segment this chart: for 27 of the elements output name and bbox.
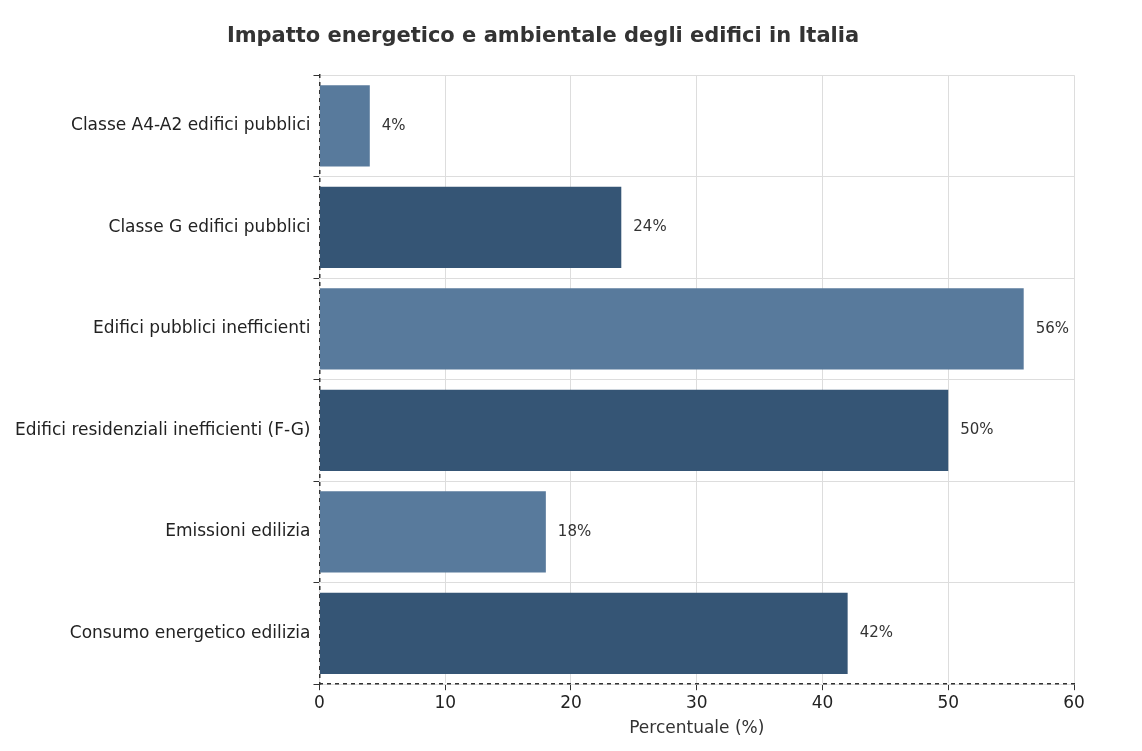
data-label: 56% xyxy=(1035,318,1070,337)
data-label: 42% xyxy=(859,623,893,642)
bar xyxy=(319,389,949,472)
y-tick-label: Edifici residenziali inefficienti (F-G) xyxy=(14,418,311,439)
y-tick-label: Classe G edifici pubblici xyxy=(108,215,311,236)
x-tick-label: 30 xyxy=(685,691,708,712)
bar xyxy=(319,85,370,167)
data-label: 18% xyxy=(557,521,592,540)
data-label: 50% xyxy=(960,420,994,439)
data-label: 4% xyxy=(381,115,406,134)
data-label: 24% xyxy=(633,217,667,236)
bar xyxy=(319,288,1024,370)
bar xyxy=(319,491,546,573)
y-tick-label: Consumo energetico edilizia xyxy=(69,621,311,642)
x-axis-title: Percentuale (%) xyxy=(629,717,765,738)
x-tick-label: 50 xyxy=(937,691,960,712)
x-tick-label: 10 xyxy=(434,691,457,712)
bar xyxy=(319,186,622,269)
y-tick-label: Emissioni edilizia xyxy=(165,520,311,541)
x-tick-label: 20 xyxy=(560,691,582,712)
y-tick-label: Edifici pubblici inefficienti xyxy=(92,317,311,338)
x-tick-label: 60 xyxy=(1063,691,1085,712)
y-tick-label: Classe A4-A2 edifici pubblici xyxy=(71,114,311,135)
x-tick-label: 0 xyxy=(314,691,325,712)
chart-title: Impatto energetico e ambientale degli edifici in Italia xyxy=(226,23,860,48)
x-tick-label: 40 xyxy=(811,691,834,712)
bar xyxy=(319,592,848,675)
